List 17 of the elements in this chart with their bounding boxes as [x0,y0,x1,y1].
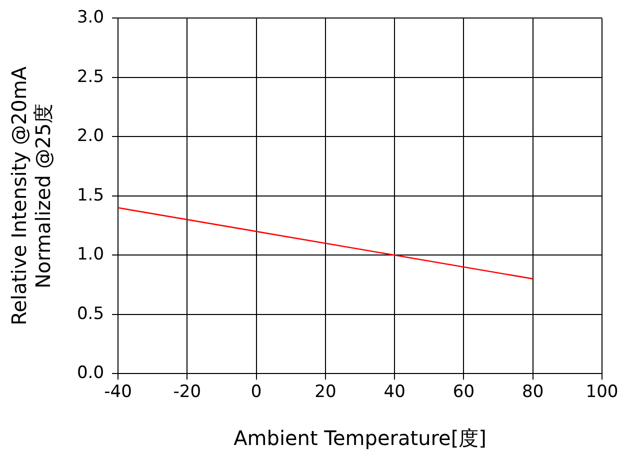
x-tick-label: 40 [384,382,406,402]
y-tick-label: 3.0 [76,8,104,28]
x-tick-label: 60 [452,382,475,402]
x-tick-label: 0 [250,382,262,402]
y-tick-label: 2.5 [76,66,104,87]
x-tick-label: -20 [173,382,202,402]
y-tick-label: 0.5 [76,304,104,324]
x-tick-label: 20 [314,382,336,402]
x-tick-label: 80 [522,382,544,402]
x-axis-title: Ambient Temperature[度] [234,426,486,450]
x-tick-label: 100 [586,382,618,402]
y-tick-label: 0.0 [76,363,104,384]
y-tick-label: 1.0 [76,244,104,265]
y-tick-label: 2.0 [76,126,104,146]
y-axis-title: Relative Intensity @20mA Normalized @25度 [7,66,56,326]
y-tick-label: 1.5 [76,185,104,206]
x-tick-label: -40 [104,382,132,402]
